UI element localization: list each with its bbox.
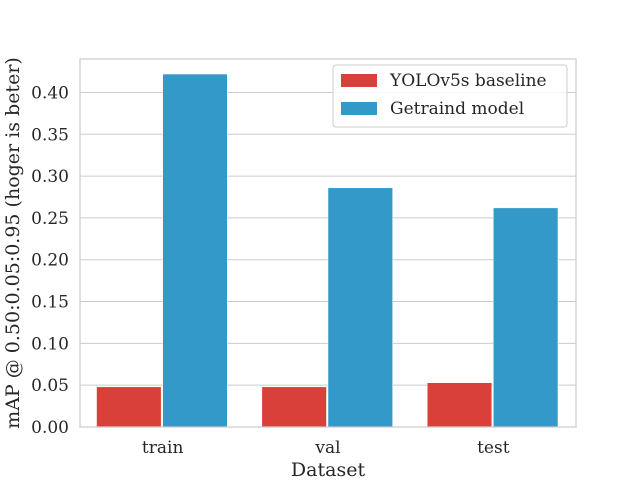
bar-test-yolov5s-baseline (426, 382, 493, 428)
legend-swatch-getraind-model (341, 102, 377, 115)
y-tick-label: 0.00 (31, 418, 69, 438)
x-tick-label: val (314, 438, 340, 458)
y-tick-labels: 0.00 0.05 0.10 0.15 0.20 0.25 0.30 0.35 0.40 (31, 83, 69, 438)
x-tick-label: train (142, 438, 184, 458)
legend-label-getraind-model: Getraind model (390, 99, 524, 119)
bar-test-getraind-model (493, 207, 559, 428)
y-tick-label: 0.20 (31, 251, 69, 271)
y-axis-label: mAP @ 0.50:0.05:0.95 (hoger is beter) (2, 57, 24, 429)
legend-label-yolov5s-baseline: YOLOv5s baseline (389, 71, 547, 91)
y-tick-label: 0.10 (31, 334, 69, 354)
x-tick-labels: train val test (142, 438, 510, 458)
y-tick-label: 0.40 (31, 83, 69, 103)
y-tick-label: 0.35 (31, 125, 69, 145)
bar-train-yolov5s-baseline (96, 386, 162, 428)
bar-val-getraind-model (327, 187, 393, 428)
y-tick-label: 0.30 (31, 167, 69, 187)
plot-frame (79, 58, 577, 428)
bars (96, 73, 559, 428)
x-axis-label: Dataset (291, 459, 366, 480)
legend-box (332, 64, 568, 128)
x-tick-label: test (477, 438, 510, 458)
y-tick-label: 0.15 (31, 293, 69, 313)
y-tick-label: 0.25 (31, 209, 69, 229)
bar-train-getraind-model (162, 73, 228, 428)
y-tick-label: 0.05 (31, 376, 69, 396)
legend: YOLOv5s baseline Getraind model (332, 64, 568, 128)
legend-swatch-yolov5s-baseline (341, 74, 377, 87)
bar-val-yolov5s-baseline (261, 386, 327, 428)
